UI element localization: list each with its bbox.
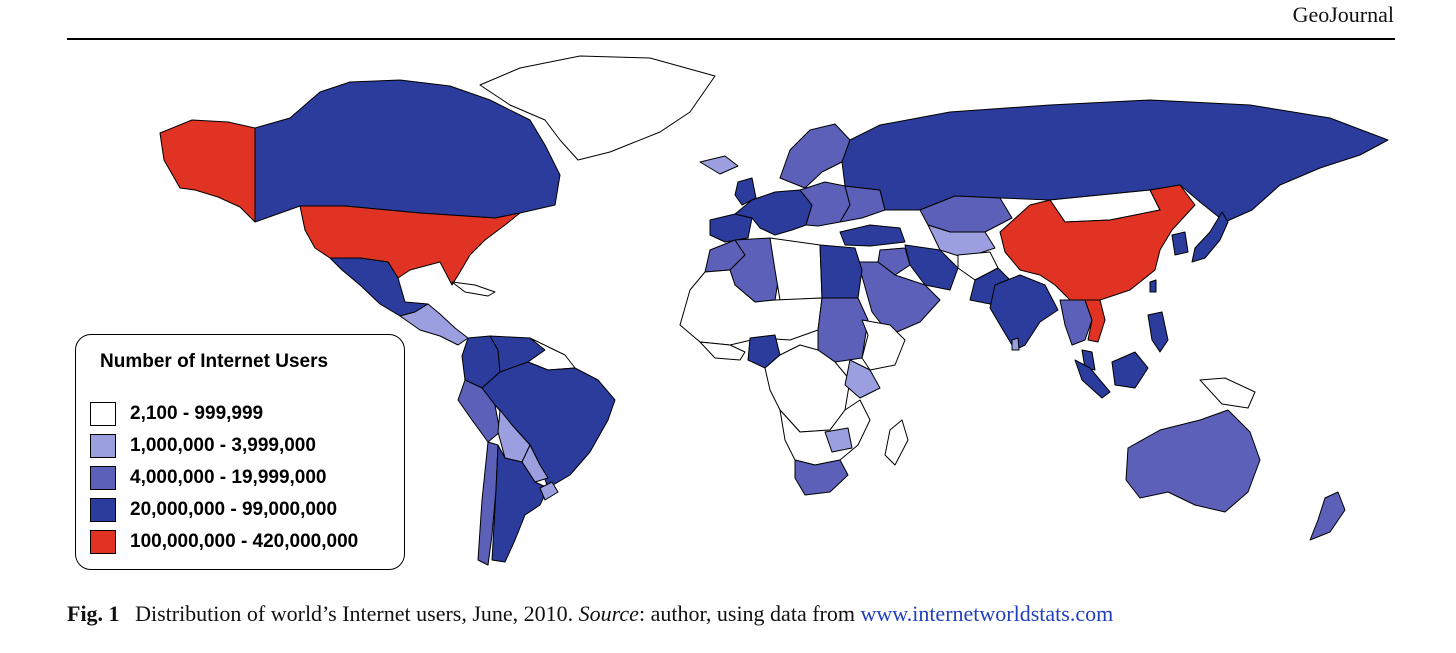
source-link[interactable]: www.internetworldstats.com [860,601,1114,626]
region-ethiopia [861,319,906,371]
legend-label: 100,000,000 - 420,000,000 [130,531,359,552]
region-india [989,274,1059,351]
caption-source-label: Source [578,601,639,626]
legend-swatch [90,434,116,458]
legend-swatch [90,402,116,426]
legend-label: 20,000,000 - 99,000,000 [130,499,338,520]
region-libya [769,237,823,301]
caption-source-text: : author, using data from [638,601,855,626]
region-new-zealand [1309,491,1346,541]
region-argentina [491,444,549,563]
region-egypt [819,244,863,299]
legend-label: 2,100 - 999,999 [130,403,264,424]
caption-text: Distribution of world’s Internet users, … [135,601,574,626]
region-central-america [399,303,469,346]
region-turkey [839,224,906,247]
region-south-africa [794,459,849,496]
region-iberia [709,213,753,243]
region-central-africa [764,344,851,433]
region-sudan [817,297,869,363]
region-zimbabwe [824,427,853,453]
journal-name: GeoJournal [1292,2,1394,27]
region-uk [734,177,757,206]
region-iraq [877,247,911,276]
region-cuba [451,281,496,297]
legend-item: 20,000,000 - 99,000,000 [90,497,337,523]
legend-swatch [90,530,116,554]
region-madagascar [884,419,909,466]
region-china [999,184,1196,301]
region-sumatra [1074,359,1111,399]
region-alaska [159,119,256,223]
legend-item: 1,000,000 - 3,999,000 [90,433,316,459]
world-map [159,55,1389,566]
region-japan [1191,211,1229,263]
legend-item: 4,000,000 - 19,999,000 [90,465,327,491]
region-kenya [844,359,881,399]
region-philippines [1147,311,1169,353]
region-west-africa [699,341,746,361]
figure-caption: Fig. 1 Distribution of world’s Internet … [67,601,1113,627]
legend-swatch [90,498,116,522]
region-usa [299,205,521,286]
region-papua [1199,377,1256,409]
legend: Number of Internet Users 2,100 - 999,999… [75,334,405,570]
legend-swatch [90,466,116,490]
legend-item: 100,000,000 - 420,000,000 [90,529,358,555]
region-sri-lanka [1011,337,1020,351]
region-scandinavia [779,123,851,189]
region-peru [457,379,501,443]
legend-label: 4,000,000 - 19,999,000 [130,467,327,488]
region-iceland [699,155,739,175]
region-uruguay [539,481,559,501]
legend-title: Number of Internet Users [100,351,329,372]
region-arabia [857,261,941,336]
region-taiwan [1149,279,1157,293]
header-rule [67,38,1395,40]
figure-label: Fig. 1 [67,601,120,626]
region-korea [1171,231,1189,256]
region-greenland [479,55,716,161]
region-vietnam [1084,299,1106,343]
legend-label: 1,000,000 - 3,999,000 [130,435,316,456]
region-borneo [1111,351,1149,389]
legend-item: 2,100 - 999,999 [90,401,263,427]
region-australia [1125,409,1261,513]
